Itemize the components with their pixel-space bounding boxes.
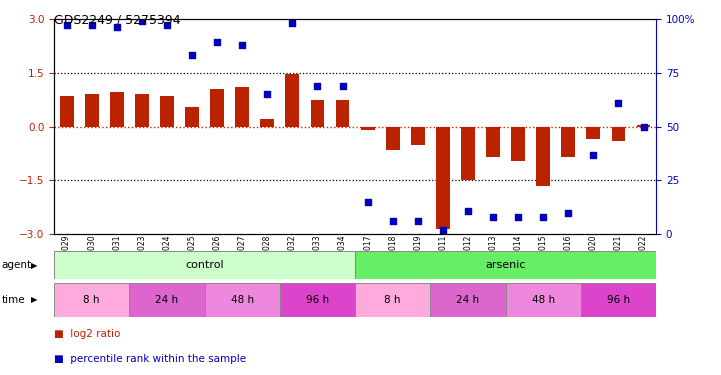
Bar	[60, 96, 74, 127]
Bar	[505, 283, 581, 317]
Bar	[486, 127, 500, 157]
Bar	[611, 127, 625, 141]
Point	[462, 208, 474, 214]
Point	[337, 82, 348, 88]
Point	[111, 24, 123, 30]
Point	[211, 39, 223, 45]
Point	[638, 124, 650, 130]
Bar	[436, 127, 450, 229]
Text: ■  percentile rank within the sample: ■ percentile rank within the sample	[54, 354, 246, 364]
Point	[487, 214, 499, 220]
Bar	[110, 92, 124, 127]
Point	[262, 91, 273, 97]
Bar	[235, 87, 249, 127]
Bar	[160, 96, 174, 127]
Bar	[562, 127, 575, 157]
Bar	[280, 283, 355, 317]
Bar	[581, 283, 656, 317]
Point	[86, 22, 97, 28]
Text: 48 h: 48 h	[231, 295, 254, 305]
Point	[287, 20, 298, 26]
Text: ▶: ▶	[31, 296, 37, 304]
Text: agent: agent	[1, 260, 32, 270]
Text: arsenic: arsenic	[485, 260, 526, 270]
Bar	[129, 283, 205, 317]
Bar	[336, 100, 350, 127]
Text: control: control	[185, 260, 224, 270]
Text: 96 h: 96 h	[306, 295, 329, 305]
Point	[437, 227, 448, 233]
Point	[61, 22, 72, 28]
Bar	[135, 94, 149, 127]
Bar	[85, 94, 99, 127]
Text: 96 h: 96 h	[607, 295, 630, 305]
Bar	[286, 75, 299, 127]
Bar	[355, 251, 656, 279]
Text: 24 h: 24 h	[156, 295, 179, 305]
Text: ■  log2 ratio: ■ log2 ratio	[54, 329, 120, 339]
Point	[311, 82, 323, 88]
Bar	[386, 127, 399, 150]
Bar	[637, 125, 650, 127]
Point	[562, 210, 574, 216]
Point	[236, 42, 248, 48]
Bar	[205, 283, 280, 317]
Bar	[211, 89, 224, 127]
Point	[136, 18, 148, 24]
Text: 8 h: 8 h	[84, 295, 100, 305]
Point	[162, 22, 173, 28]
Bar	[586, 127, 601, 139]
Point	[362, 199, 373, 205]
Bar	[185, 107, 199, 127]
Bar	[536, 127, 550, 186]
Bar	[461, 127, 475, 180]
Text: time: time	[1, 295, 25, 305]
Bar	[360, 127, 374, 130]
Bar	[430, 283, 505, 317]
Bar	[260, 119, 274, 127]
Bar	[54, 283, 129, 317]
Bar	[54, 251, 355, 279]
Bar	[411, 127, 425, 144]
Text: 24 h: 24 h	[456, 295, 479, 305]
Point	[387, 218, 399, 224]
Point	[613, 100, 624, 106]
Text: GDS2249 / 5275394: GDS2249 / 5275394	[54, 13, 181, 26]
Bar	[355, 283, 430, 317]
Point	[537, 214, 549, 220]
Bar	[511, 127, 525, 161]
Text: ▶: ▶	[31, 261, 37, 270]
Point	[588, 152, 599, 157]
Text: 8 h: 8 h	[384, 295, 401, 305]
Point	[513, 214, 524, 220]
Point	[412, 218, 423, 224]
Text: 48 h: 48 h	[531, 295, 554, 305]
Bar	[311, 100, 324, 127]
Point	[186, 53, 198, 58]
